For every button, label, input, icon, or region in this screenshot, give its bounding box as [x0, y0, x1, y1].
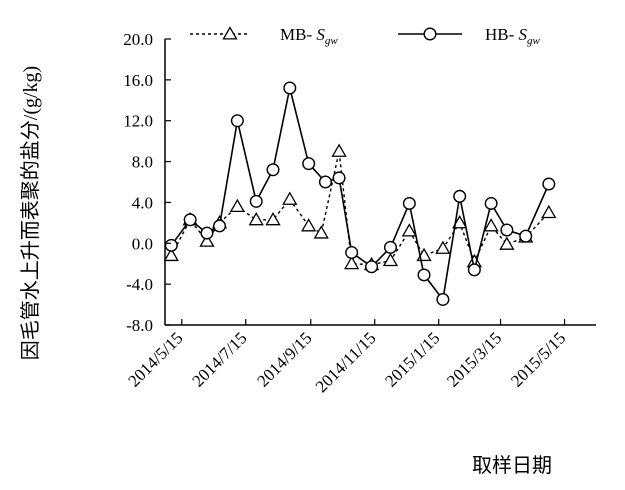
series-hb — [164, 81, 556, 306]
data-point — [402, 196, 416, 210]
data-point — [383, 240, 397, 254]
data-point — [417, 268, 431, 282]
data-point — [382, 252, 399, 267]
plot-area — [163, 81, 557, 306]
data-point — [332, 171, 346, 185]
data-point — [318, 175, 332, 189]
data-point — [345, 245, 359, 259]
data-point — [301, 218, 317, 232]
data-point — [436, 292, 450, 306]
data-point — [266, 163, 280, 177]
data-point — [229, 198, 245, 213]
x-axis-title: 取样日期 — [472, 454, 552, 477]
data-point — [163, 247, 179, 262]
data-point — [344, 255, 360, 270]
data-point — [500, 223, 514, 237]
data-point — [265, 211, 281, 226]
x-tick-label: 2014/11/15 — [312, 328, 380, 396]
data-point — [199, 233, 215, 247]
x-tick-label: 2014/5/15 — [124, 328, 186, 390]
data-point — [164, 238, 178, 252]
legend-label: MB- Sgw — [280, 25, 338, 47]
data-point — [183, 213, 197, 227]
data-point — [282, 191, 298, 205]
legend-label-subscript: gw — [527, 35, 541, 47]
x-tick-label: 2014/7/15 — [188, 328, 250, 390]
data-point — [542, 177, 556, 191]
y-tick-label: -8.0 — [126, 316, 153, 335]
data-point — [365, 260, 379, 274]
data-point — [248, 211, 264, 226]
data-point — [230, 114, 244, 128]
data-point — [519, 229, 533, 243]
legend-item: HB- Sgw — [398, 25, 541, 47]
data-point — [435, 240, 451, 254]
y-tick-label: -4.0 — [126, 275, 153, 294]
legend-label-prefix: HB- — [485, 25, 519, 44]
y-tick-label: 20.0 — [123, 30, 153, 49]
legend-swatch-marker — [222, 26, 238, 40]
y-tick-label: 12.0 — [123, 112, 153, 131]
y-tick-label: 8.0 — [132, 153, 153, 172]
data-point — [302, 157, 316, 171]
data-point — [401, 223, 417, 237]
legend-label-prefix: MB- — [280, 25, 316, 44]
data-point — [200, 226, 214, 240]
data-point — [249, 194, 263, 208]
data-point — [452, 215, 468, 229]
data-point — [483, 218, 499, 232]
x-tick-label: 2015/1/15 — [381, 328, 443, 390]
legend-label-subscript: gw — [325, 35, 339, 47]
x-tick-label: 2014/9/15 — [253, 328, 315, 390]
data-point — [283, 81, 297, 95]
x-tick-label: 2015/3/15 — [443, 328, 505, 390]
data-point — [541, 204, 557, 219]
y-tick-label: 16.0 — [123, 71, 153, 90]
data-point — [484, 196, 498, 210]
data-point — [313, 225, 329, 239]
y-tick-label: 4.0 — [132, 193, 153, 212]
data-point — [213, 219, 227, 233]
legend-label: HB- Sgw — [485, 25, 541, 47]
legend-swatch-marker — [423, 27, 437, 41]
legend-label-symbol: S — [316, 25, 325, 44]
data-point — [499, 236, 515, 250]
data-point — [331, 143, 347, 157]
data-point — [453, 189, 467, 203]
y-tick-label: 0.0 — [132, 234, 153, 253]
legend-item: MB- Sgw — [190, 25, 338, 47]
legend: MB- Sgw HB- Sgw — [190, 25, 541, 47]
x-tick-label: 2015/5/15 — [507, 328, 569, 390]
series-line — [170, 87, 550, 302]
legend-label-symbol: S — [519, 25, 528, 44]
data-point — [467, 263, 481, 277]
y-axis-title: 因毛管水上升而表聚的盐分/(g/kg) — [19, 66, 42, 360]
